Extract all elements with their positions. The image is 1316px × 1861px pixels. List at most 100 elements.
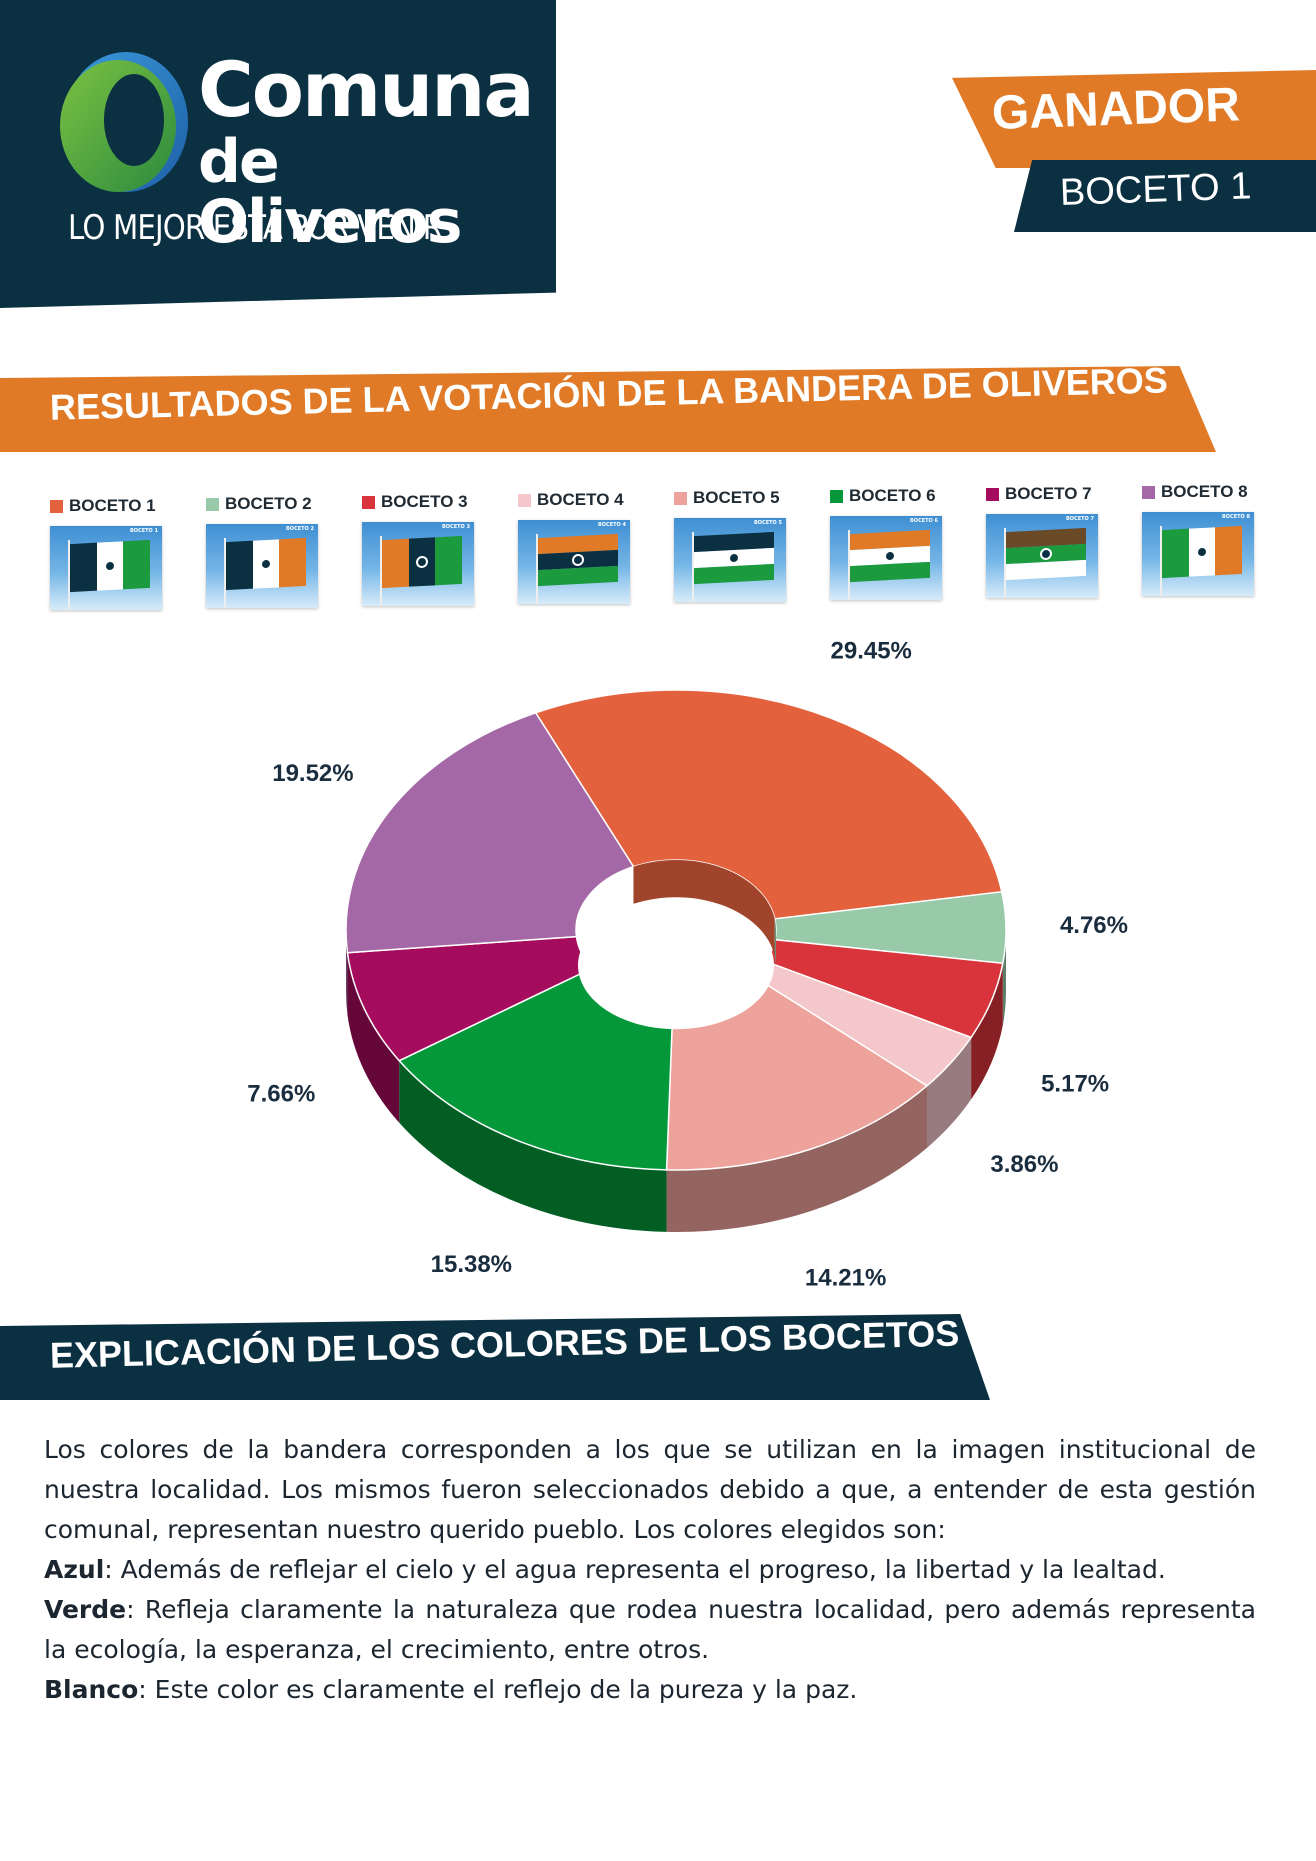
winner-title: GANADOR [991,78,1241,140]
legend-item: BOCETO 7 BOCETO 7 [986,484,1126,598]
flag-icon [1006,527,1086,581]
data-label: 19.52% [272,760,353,787]
brand-header: Comuna de Oliveros LO MEJOR ESTÁ POR VEN… [0,0,556,308]
flag-band [226,540,253,591]
legend-item: BOCETO 8 BOCETO 8 [1142,482,1282,596]
color-item-blanco: Blanco: Este color es claramente el refl… [44,1670,1256,1710]
legend-item: BOCETO 4 BOCETO 4 [518,490,658,604]
flag-band [694,563,774,585]
flag-band [435,535,463,586]
flag-band [1215,525,1243,576]
flag-thumbnail-tag: BOCETO 5 [753,520,782,526]
flag-thumbnail: BOCETO 1 [50,526,162,610]
flag-thumbnail-tag: BOCETO 4 [597,522,626,528]
comuna-logo-icon [60,52,188,192]
flag-pole [380,536,382,606]
flag-icon [382,535,463,589]
legend-swatch [1142,485,1155,499]
legend-text: BOCETO 7 [1005,484,1092,503]
slice-inner-wall [774,918,776,968]
legend-label: BOCETO 6 [830,486,970,506]
legend-text: BOCETO 3 [381,492,468,511]
legend-item: BOCETO 2 BOCETO 2 [206,494,346,608]
winner-title-badge: GANADOR [952,70,1316,168]
color-item-azul: Azul: Además de reflejar el cielo y el a… [44,1550,1256,1590]
flag-thumbnail-tag: BOCETO 1 [129,528,158,534]
chart-labels: 29.45% 4.76% 5.17% 3.86% 14.21% 15.38% 7.66% 19… [247,638,1128,1292]
donut-hole [578,901,774,1030]
slice-side [1002,930,1006,1026]
flag-icon [1162,525,1243,579]
brand-slogan: LO MEJOR ESTÁ POR VENIR [68,208,443,248]
flag-pole [848,530,850,600]
flag-thumbnail-tag: BOCETO 7 [1065,516,1094,522]
data-label: 15.38% [431,1251,512,1278]
flag-thumbnail-tag: BOCETO 8 [1221,514,1250,520]
explanation-title: EXPLICACIÓN DE LOS COLORES DE LOS BOCETO… [49,1312,960,1376]
legend-item: BOCETO 1 BOCETO 1 [50,496,190,610]
color-desc: : Refleja claramente la naturaleza que r… [44,1595,1256,1664]
flag-icon [694,531,774,585]
flag-icon [850,529,930,583]
flag-icon [70,539,151,593]
data-label: 29.45% [831,638,912,665]
flag-thumbnail-tag: BOCETO 3 [441,524,470,530]
flag-thumbnail: BOCETO 4 [518,520,630,604]
flag-icon [538,533,618,587]
flag-thumbnail: BOCETO 5 [674,518,786,602]
flag-band [382,538,409,589]
color-desc: : Además de reflejar el cielo y el agua … [104,1555,1166,1584]
legend-text: BOCETO 4 [537,490,624,509]
flag-thumbnail: BOCETO 2 [206,524,318,608]
brand-name-line2: de Oliveros [198,127,462,257]
vote-donut-chart: 29.45% 4.76% 5.17% 3.86% 14.21% 15.38% 7.66% 19… [247,638,1128,1292]
legend-swatch [362,495,375,509]
chart-hole [578,860,776,1030]
slice-side [926,1037,972,1148]
flag-pole [1160,526,1162,596]
flag-thumbnail-tag: BOCETO 6 [909,518,938,524]
color-term: Verde [44,1595,127,1624]
flag-band [1006,559,1086,581]
brand-name-line1: Comuna [198,45,535,134]
slice-side [347,952,400,1123]
data-label: 3.86% [990,1151,1058,1178]
pie-slice [534,689,1003,920]
legend-swatch [674,491,687,505]
color-term: Blanco [44,1675,139,1704]
pie-slice [345,711,635,954]
slice-inner-wall [633,860,775,957]
slice-side [666,1085,927,1232]
legend-label: BOCETO 3 [362,492,502,512]
legend-text: BOCETO 8 [1161,482,1248,501]
flag-pole [68,540,70,610]
data-label: 14.21% [805,1264,886,1291]
legend-swatch [206,497,219,511]
chart-slices [345,689,1007,1171]
results-banner: RESULTADOS DE LA VOTACIÓN DE LA BANDERA … [0,366,1216,452]
legend-label: BOCETO 1 [50,496,190,516]
legend-label: BOCETO 8 [1142,482,1282,502]
legend-label: BOCETO 5 [674,488,814,508]
flag-pole [536,534,538,604]
legend-text: BOCETO 5 [693,488,780,507]
flag-band [70,542,97,593]
legend-swatch [50,499,63,513]
legend-swatch [986,487,999,501]
flag-pole [224,538,226,608]
flag-pole [692,532,694,602]
legend-label: BOCETO 2 [206,494,346,514]
flag-band [538,565,618,587]
results-title: RESULTADOS DE LA VOTACIÓN DE LA BANDERA … [49,359,1169,428]
winner-name-badge: BOCETO 1 [1014,160,1316,232]
flag-thumbnail-tag: BOCETO 2 [285,526,314,532]
flag-band [1162,528,1189,579]
flag-band [123,539,151,590]
explanation-intro: Los colores de la bandera corresponden a… [44,1435,1256,1544]
flag-band [850,561,930,583]
explanation-text: Los colores de la bandera corresponden a… [44,1430,1256,1710]
slice-side [971,963,1003,1100]
flag-thumbnail: BOCETO 7 [986,514,1098,598]
color-item-verde: Verde: Refleja claramente la naturaleza … [44,1590,1256,1670]
color-desc: : Este color es claramente el reflejo de… [138,1675,858,1704]
